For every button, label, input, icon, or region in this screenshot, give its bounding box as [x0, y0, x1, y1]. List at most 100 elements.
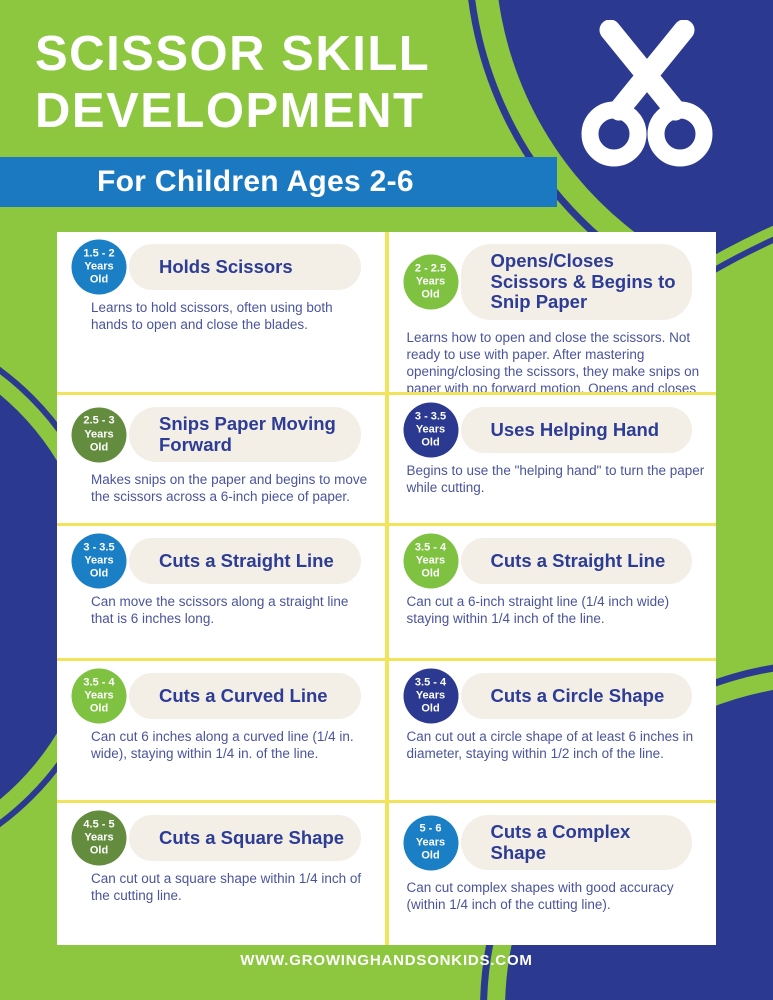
title-pill: Cuts a Straight Line [129, 538, 361, 584]
card-header: Snips Paper Moving Forward 2.5 - 3 Years… [57, 407, 385, 463]
age-badge: 1.5 - 2 Years Old [71, 239, 127, 295]
age-badge: 2.5 - 3 Years Old [71, 407, 127, 463]
skill-card-complex-shape: Cuts a Complex Shape 5 - 6 Years Old Can… [388, 803, 717, 945]
age-range: 3.5 - 4 [414, 676, 447, 689]
card-title: Cuts a Straight Line [159, 549, 334, 571]
age-label-old: Old [89, 844, 109, 857]
card-header: Cuts a Curved Line 3.5 - 4 Years Old [57, 668, 385, 724]
card-title: Cuts a Straight Line [490, 549, 666, 571]
footer: WWW.GROWINGHANDSONKIDS.COM [0, 952, 773, 970]
card-header: Opens/Closes Scissors & Begins to Snip P… [389, 244, 717, 321]
title-pill: Uses Helping Hand [460, 407, 692, 453]
age-range: 5 - 6 [419, 822, 442, 835]
card-title: Uses Helping Hand [490, 418, 660, 440]
age-label-years: Years [84, 689, 114, 702]
age-badge: 3.5 - 4 Years Old [403, 533, 458, 589]
page-title: SCISSOR SKILL DEVELOPMENT [35, 26, 430, 140]
card-title: Cuts a Complex Shape [490, 821, 631, 863]
age-label-years: Years [84, 831, 114, 844]
subtitle-banner: For Children Ages 2-6 [0, 157, 557, 207]
card-description: Begins to use the "helping hand" to turn… [406, 463, 705, 495]
age-range: 3 - 3.5 [414, 410, 447, 423]
title-pill: Snips Paper Moving Forward [129, 407, 361, 463]
age-range: 2.5 - 3 [83, 414, 115, 427]
skill-card-straight-line-2: Cuts a Straight Line 3.5 - 4 Years Old C… [388, 526, 717, 658]
page-title-line2: DEVELOPMENT [35, 84, 425, 138]
scissors-icon [572, 19, 722, 173]
age-label-old: Old [89, 441, 109, 454]
age-label-years: Years [415, 554, 446, 567]
card-description: Can cut 6 inches along a curved line (1/… [91, 729, 354, 761]
age-badge: 3 - 3.5 Years Old [403, 402, 458, 458]
card-title: Opens/Closes Scissors & Begins to Snip P… [490, 250, 676, 313]
card-header: Cuts a Complex Shape 5 - 6 Years Old [389, 815, 717, 871]
age-badge: 3 - 3.5 Years Old [71, 533, 127, 589]
card-title: Snips Paper Moving Forward [159, 413, 336, 455]
age-badge: 3.5 - 4 Years Old [71, 668, 127, 724]
card-title: Holds Scissors [159, 255, 293, 277]
age-label-old: Old [421, 849, 440, 862]
title-pill: Holds Scissors [129, 244, 361, 290]
age-label-years: Years [84, 428, 114, 441]
age-label-old: Old [421, 436, 440, 449]
skill-card-holds-scissors: Holds Scissors 1.5 - 2 Years Old Learns … [57, 232, 385, 392]
age-badge: 4.5 - 5 Years Old [71, 810, 127, 866]
age-label-old: Old [89, 702, 109, 715]
age-label-old: Old [421, 288, 440, 301]
card-title: Cuts a Curved Line [159, 684, 328, 706]
age-label-years: Years [84, 554, 114, 567]
age-range: 2 - 2.5 [414, 262, 447, 275]
skill-card-circle-shape: Cuts a Circle Shape 3.5 - 4 Years Old Ca… [388, 661, 717, 800]
page-title-line1: SCISSOR SKILL [35, 27, 431, 81]
skill-card-opens-closes: Opens/Closes Scissors & Begins to Snip P… [388, 232, 717, 392]
card-description: Can cut out a circle shape of at least 6… [406, 729, 694, 761]
card-header: Uses Helping Hand 3 - 3.5 Years Old [389, 402, 717, 458]
age-range: 3 - 3.5 [83, 541, 115, 554]
title-pill: Cuts a Square Shape [129, 815, 361, 861]
card-description: Can move the scissors along a straight l… [91, 594, 349, 626]
card-header: Cuts a Straight Line 3 - 3.5 Years Old [57, 533, 385, 589]
card-description: Makes snips on the paper and begins to m… [91, 472, 368, 505]
card-header: Cuts a Straight Line 3.5 - 4 Years Old [389, 533, 717, 589]
skill-card-straight-line-1: Cuts a Straight Line 3 - 3.5 Years Old C… [57, 526, 385, 658]
age-label-years: Years [415, 423, 446, 436]
age-label-old: Old [89, 273, 109, 286]
age-label-years: Years [415, 836, 446, 849]
card-description: Learns to hold scissors, often using bot… [91, 300, 333, 332]
age-badge: 3.5 - 4 Years Old [403, 668, 458, 724]
age-range: 4.5 - 5 [83, 818, 115, 831]
age-label-old: Old [89, 567, 109, 580]
card-description: Can cut a 6-inch straight line (1/4 inch… [406, 594, 670, 626]
skill-card-square-shape: Cuts a Square Shape 4.5 - 5 Years Old Ca… [57, 803, 385, 945]
skill-card-snips-forward: Snips Paper Moving Forward 2.5 - 3 Years… [57, 395, 385, 523]
age-range: 3.5 - 4 [83, 676, 115, 689]
title-pill: Cuts a Complex Shape [460, 815, 692, 871]
card-description: Can cut out a square shape within 1/4 in… [91, 871, 362, 903]
card-title: Cuts a Square Shape [159, 826, 345, 848]
age-label-years: Years [415, 275, 446, 288]
age-range: 1.5 - 2 [83, 247, 115, 260]
skill-card-helping-hand: Uses Helping Hand 3 - 3.5 Years Old Begi… [388, 395, 717, 523]
skills-grid: Holds Scissors 1.5 - 2 Years Old Learns … [57, 232, 716, 945]
card-header: Cuts a Square Shape 4.5 - 5 Years Old [57, 810, 385, 866]
card-description: Learns how to open and close the scissor… [406, 330, 700, 392]
age-badge: 2 - 2.5 Years Old [403, 254, 458, 310]
title-pill: Cuts a Curved Line [129, 673, 361, 719]
age-label-years: Years [84, 260, 114, 273]
subtitle-text: For Children Ages 2-6 [97, 165, 414, 198]
title-pill: Cuts a Straight Line [460, 538, 692, 584]
footer-website-text: WWW.GROWINGHANDSONKIDS.COM [240, 952, 533, 969]
age-badge: 5 - 6 Years Old [403, 815, 458, 871]
title-pill: Opens/Closes Scissors & Begins to Snip P… [460, 244, 692, 321]
age-label-old: Old [421, 702, 440, 715]
card-header: Cuts a Circle Shape 3.5 - 4 Years Old [389, 668, 717, 724]
age-label-old: Old [421, 567, 440, 580]
card-description: Can cut complex shapes with good accurac… [406, 880, 674, 913]
title-pill: Cuts a Circle Shape [460, 673, 692, 719]
card-header: Holds Scissors 1.5 - 2 Years Old [57, 239, 385, 295]
card-title: Cuts a Circle Shape [490, 684, 665, 706]
skill-card-curved-line: Cuts a Curved Line 3.5 - 4 Years Old Can… [57, 661, 385, 800]
age-label-years: Years [415, 689, 446, 702]
age-range: 3.5 - 4 [414, 541, 447, 554]
